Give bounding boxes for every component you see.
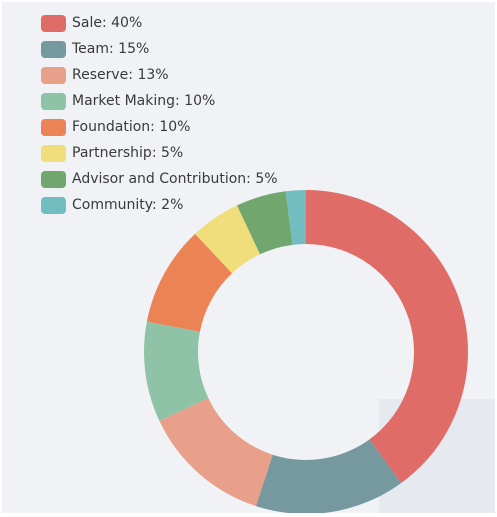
chart-legend: Sale: 40% Team: 15% Reserve: 13% Market … — [41, 10, 278, 218]
legend-swatch-team — [41, 40, 66, 58]
donut-slice-partnership[interactable] — [195, 205, 261, 274]
legend-label-advisor-and-contribution: Advisor and Contribution: 5% — [72, 171, 278, 187]
donut-slice-market-making[interactable] — [143, 321, 209, 421]
legend-item-team[interactable]: Team: 15% — [41, 36, 278, 62]
legend-swatch-community — [41, 196, 66, 214]
donut-slices — [143, 190, 468, 513]
donut-slice-advisor-and-contribution[interactable] — [237, 191, 293, 255]
legend-item-community[interactable]: Community: 2% — [41, 192, 278, 218]
legend-label-team: Team: 15% — [72, 41, 150, 57]
legend-swatch-reserve — [41, 66, 66, 84]
legend-swatch-sale — [41, 14, 66, 32]
donut-slice-team[interactable] — [255, 439, 402, 513]
donut-slice-foundation[interactable] — [146, 233, 233, 332]
legend-swatch-foundation — [41, 118, 66, 136]
legend-label-community: Community: 2% — [72, 197, 184, 213]
legend-swatch-market-making — [41, 92, 66, 110]
legend-item-reserve[interactable]: Reserve: 13% — [41, 62, 278, 88]
donut-slice-sale[interactable] — [306, 190, 468, 484]
donut-slice-community[interactable] — [285, 190, 306, 245]
legend-item-foundation[interactable]: Foundation: 10% — [41, 114, 278, 140]
legend-label-market-making: Market Making: 10% — [72, 93, 216, 109]
legend-item-market-making[interactable]: Market Making: 10% — [41, 88, 278, 114]
legend-label-foundation: Foundation: 10% — [72, 119, 191, 135]
legend-swatch-advisor-and-contribution — [41, 170, 66, 188]
legend-swatch-partnership — [41, 144, 66, 162]
legend-label-reserve: Reserve: 13% — [72, 67, 169, 83]
donut-slice-reserve[interactable] — [159, 397, 273, 507]
legend-item-partnership[interactable]: Partnership: 5% — [41, 140, 278, 166]
legend-label-partnership: Partnership: 5% — [72, 145, 184, 161]
legend-item-advisor-and-contribution[interactable]: Advisor and Contribution: 5% — [41, 166, 278, 192]
legend-item-sale[interactable]: Sale: 40% — [41, 10, 278, 36]
legend-label-sale: Sale: 40% — [72, 15, 143, 31]
